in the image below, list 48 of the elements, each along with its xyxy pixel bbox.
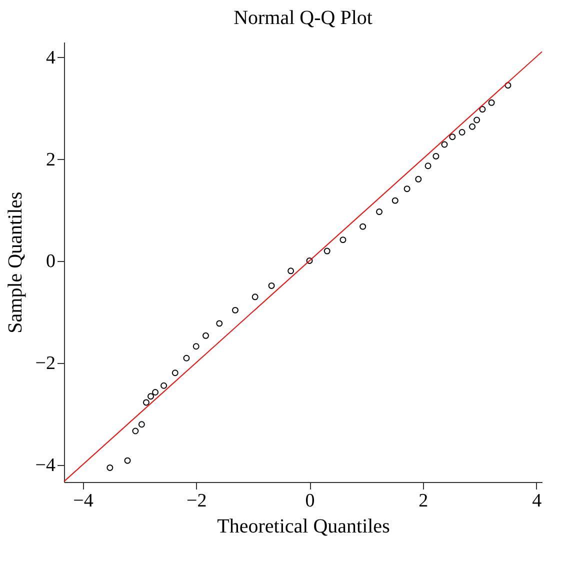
- point: [216, 320, 223, 327]
- point: [469, 123, 476, 130]
- point: [306, 257, 313, 264]
- point: [160, 382, 168, 389]
- point: [479, 106, 486, 113]
- x-tick-label: 4: [532, 490, 542, 512]
- y-axis-title: Sample Quantiles: [4, 191, 26, 334]
- point: [288, 268, 294, 274]
- y-tick-label: 2: [46, 149, 56, 170]
- x-axis-title: Theoretical Quantiles: [217, 516, 390, 538]
- point: [172, 370, 178, 376]
- y-tick-label: 0: [46, 251, 56, 272]
- x-tick-label: −2: [186, 490, 207, 512]
- point: [324, 248, 330, 254]
- point: [504, 82, 512, 89]
- point: [415, 176, 422, 182]
- point: [340, 236, 346, 244]
- point: [252, 294, 258, 300]
- x-tick-label: 2: [418, 490, 428, 512]
- point: [148, 393, 154, 400]
- point: [106, 464, 114, 471]
- point: [232, 306, 238, 314]
- point: [183, 354, 190, 362]
- point: [458, 129, 466, 136]
- y-tick-label: −4: [35, 455, 56, 476]
- point: [192, 343, 200, 350]
- point: [202, 332, 209, 339]
- y-tick-label: 4: [46, 47, 56, 68]
- x-tick-label: −4: [73, 490, 94, 512]
- point: [376, 208, 383, 216]
- point: [132, 428, 139, 434]
- point: [404, 186, 410, 192]
- point: [432, 152, 440, 160]
- point: [124, 457, 131, 464]
- point: [360, 223, 366, 230]
- y-tick-label: −2: [35, 353, 56, 374]
- x-tick-label: 0: [305, 490, 315, 512]
- point: [268, 282, 275, 289]
- point: [474, 116, 480, 124]
- point: [392, 197, 398, 204]
- point: [488, 99, 495, 106]
- point: [152, 389, 159, 396]
- point: [449, 134, 456, 140]
- point: [138, 421, 145, 428]
- point: [142, 399, 150, 406]
- chart-title: Normal Q-Q Plot: [234, 7, 373, 29]
- point: [424, 162, 432, 170]
- point: [441, 141, 448, 148]
